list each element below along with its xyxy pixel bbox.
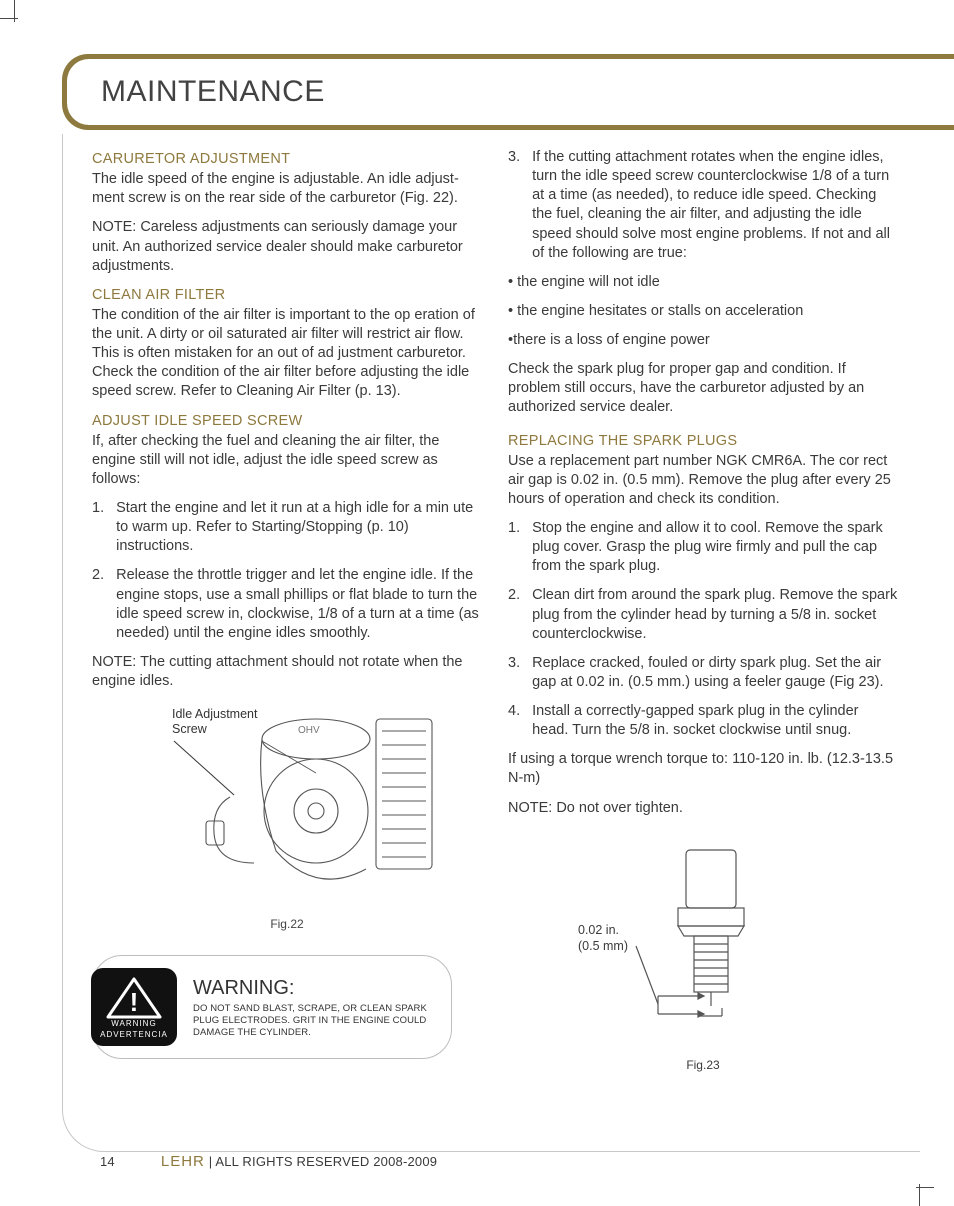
list-item: 1. Start the engine and let it run at a … — [92, 499, 482, 556]
list-number: 4. — [508, 702, 520, 740]
body-text: If using a torque wrench torque to: 110-… — [508, 750, 898, 788]
rights-text: | ALL RIGHTS RESERVED 2008-2009 — [209, 1154, 438, 1169]
body-text: The condition of the air filter is impor… — [92, 306, 482, 402]
warning-body: WARNING: DO NOT SAND BLAST, SCRAPE, OR C… — [193, 975, 433, 1039]
content-columns: CARURETOR ADJUSTMENT The idle speed of t… — [92, 148, 898, 1126]
list-item: 2. Clean dirt from around the spark plug… — [508, 586, 898, 643]
list-text: If the cutting attachment rotates when t… — [520, 148, 898, 263]
list-text: Stop the engine and allow it to cool. Re… — [520, 519, 898, 576]
warning-title: WARNING: — [193, 975, 433, 1001]
warning-label-en: WARNING — [111, 1019, 156, 1028]
subhead-carburetor: CARURETOR ADJUSTMENT — [92, 150, 482, 169]
left-column: CARURETOR ADJUSTMENT The idle speed of t… — [92, 148, 482, 1126]
svg-text:!: ! — [130, 987, 139, 1017]
bullet: • the engine will not idle — [508, 273, 898, 292]
figure-23: 0.02 in. (0.5 mm) — [508, 844, 898, 1074]
list-number: 1. — [92, 499, 104, 556]
list-number: 3. — [508, 148, 520, 263]
crop-mark — [0, 18, 18, 19]
list-text: Install a correctly-gapped spark plug in… — [520, 702, 898, 740]
svg-text:OHV: OHV — [298, 725, 320, 736]
list-item: 3. Replace cracked, fouled or dirty spar… — [508, 654, 898, 692]
list-number: 2. — [92, 566, 104, 643]
body-text: NOTE: Careless adjustments can seriously… — [92, 218, 482, 275]
warning-triangle-icon: ! — [106, 977, 162, 1019]
page-number: 14 — [100, 1154, 115, 1169]
list-number: 2. — [508, 586, 520, 643]
body-text: If, after checking the fuel and cleaning… — [92, 432, 482, 489]
list-item: 1. Stop the engine and allow it to cool.… — [508, 519, 898, 576]
spark-plug-diagram-icon — [508, 844, 888, 1054]
figure-22: Idle Adjustment Screw — [92, 701, 482, 933]
body-text: Check the spark plug for proper gap and … — [508, 360, 898, 417]
figure-23-callout: 0.02 in. (0.5 mm) — [578, 922, 628, 955]
figure-22-callout: Idle Adjustment Screw — [172, 707, 282, 737]
list-number: 3. — [508, 654, 520, 692]
subhead-sparkplugs: REPLACING THE SPARK PLUGS — [508, 432, 898, 451]
list-text: Replace cracked, fouled or dirty spark p… — [520, 654, 898, 692]
list-number: 1. — [508, 519, 520, 576]
bullet: •there is a loss of engine power — [508, 331, 898, 350]
list-item: 3. If the cutting attachment rotates whe… — [508, 148, 898, 263]
list-item: 4. Install a correctly-gapped spark plug… — [508, 702, 898, 740]
body-text: NOTE: The cutting attachment should not … — [92, 653, 482, 691]
gap-inches: 0.02 in. — [578, 923, 619, 937]
brand-name: LEHR — [161, 1153, 205, 1170]
page-footer: 14 LEHR | ALL RIGHTS RESERVED 2008-2009 — [100, 1153, 437, 1170]
body-text: Use a replacement part number NGK CMR6A.… — [508, 452, 898, 509]
body-text: NOTE: Do not over tighten. — [508, 799, 898, 818]
warning-text: DO NOT SAND BLAST, SCRAPE, OR CLEAN SPAR… — [193, 1003, 433, 1039]
figure-23-caption: Fig.23 — [508, 1058, 898, 1074]
warning-label-es: ADVERTENCIA — [100, 1030, 168, 1039]
list-item: 2. Release the throttle trigger and let … — [92, 566, 482, 643]
bullet: • the engine hesitates or stalls on acce… — [508, 302, 898, 321]
right-column: 3. If the cutting attachment rotates whe… — [508, 148, 898, 1126]
body-text: The idle speed of the engine is adjustab… — [92, 170, 482, 208]
warning-badge: ! WARNING ADVERTENCIA — [91, 968, 177, 1046]
crop-mark — [916, 1187, 934, 1188]
list-text: Release the throttle trigger and let the… — [104, 566, 482, 643]
subhead-airfilter: CLEAN AIR FILTER — [92, 286, 482, 305]
subhead-idlespeed: ADJUST IDLE SPEED SCREW — [92, 412, 482, 431]
list-text: Clean dirt from around the spark plug. R… — [520, 586, 898, 643]
section-title: MAINTENANCE — [67, 75, 325, 109]
warning-panel: ! WARNING ADVERTENCIA WARNING: DO NOT SA… — [92, 955, 452, 1059]
list-text: Start the engine and let it run at a hig… — [104, 499, 482, 556]
section-header-band: MAINTENANCE — [62, 54, 954, 130]
gap-mm: (0.5 mm) — [578, 939, 628, 953]
figure-22-caption: Fig.22 — [92, 917, 482, 933]
